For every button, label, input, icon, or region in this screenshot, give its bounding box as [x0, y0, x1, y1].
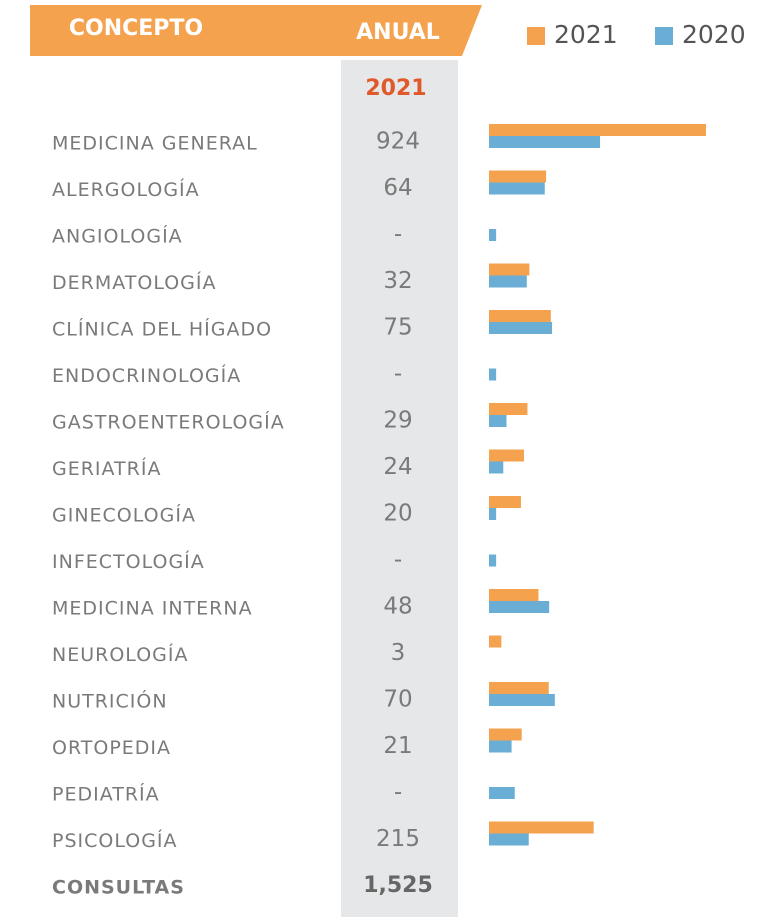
row-label: MEDICINA INTERNA — [52, 598, 253, 620]
row-value: 64 — [383, 175, 412, 201]
bar — [489, 229, 497, 241]
bar — [489, 508, 497, 520]
row-value: 24 — [383, 454, 412, 480]
row-value: 21 — [383, 733, 412, 759]
legend-swatch — [655, 27, 673, 45]
row-value: 215 — [376, 826, 420, 852]
year-column — [341, 60, 458, 917]
bar — [489, 170, 547, 183]
row-label: DERMATOLOGÍA — [52, 271, 217, 294]
bar — [489, 554, 497, 567]
bar — [489, 833, 529, 846]
row-value: - — [394, 361, 402, 387]
bar — [489, 275, 527, 288]
bar — [489, 787, 515, 799]
bar — [489, 461, 504, 474]
row-label: NUTRICIÓN — [52, 689, 168, 713]
row-label: ENDOCRINOLOGÍA — [52, 364, 241, 387]
bar — [489, 821, 594, 834]
row-label: ANGIOLOGÍA — [52, 225, 183, 248]
row-value: 3 — [391, 640, 406, 666]
bar — [489, 415, 507, 427]
bar — [489, 589, 539, 601]
row-value: - — [394, 780, 402, 806]
row-label: MEDICINA GENERAL — [52, 133, 258, 155]
bar — [489, 136, 601, 148]
row-label: ORTOPEDIA — [52, 737, 171, 759]
row-value: - — [394, 222, 402, 248]
bar — [489, 449, 524, 462]
legend-label: 2020 — [682, 20, 746, 49]
bar — [489, 740, 512, 753]
row-label: CLÍNICA DEL HÍGADO — [52, 318, 272, 341]
row-value: - — [394, 547, 402, 573]
row-label: PEDIATRÍA — [52, 783, 160, 806]
bar — [489, 182, 545, 195]
row-label: NEUROLOGÍA — [52, 643, 188, 666]
row-label: GASTROENTEROLOGÍA — [52, 411, 285, 434]
bar — [489, 635, 502, 648]
row-value: 29 — [383, 408, 412, 434]
bar — [489, 403, 528, 415]
row-value: 48 — [383, 594, 412, 620]
header-year: 2021 — [365, 76, 426, 101]
row-label: GERIATRÍA — [52, 457, 161, 480]
legend-swatch — [527, 27, 545, 45]
row-value: 924 — [376, 129, 420, 155]
total-value: 1,525 — [363, 873, 433, 898]
header-band — [30, 5, 482, 56]
row-label: GINECOLOGÍA — [52, 504, 196, 527]
row-label: ALERGOLOGÍA — [52, 178, 200, 201]
header-annual: ANUAL — [356, 20, 440, 45]
row-value: 70 — [383, 687, 412, 713]
bar — [489, 263, 530, 276]
header-concept: CONCEPTO — [69, 16, 203, 41]
bar — [489, 322, 553, 334]
bar — [489, 694, 555, 706]
row-value: 32 — [383, 268, 412, 294]
bar — [489, 496, 521, 508]
row-label: INFECTOLOGÍA — [52, 550, 205, 573]
total-label: CONSULTAS — [52, 877, 185, 899]
bar — [489, 368, 497, 381]
bar — [489, 124, 706, 136]
row-value: 75 — [383, 315, 412, 341]
bar — [489, 682, 549, 694]
bar — [489, 601, 550, 613]
legend-label: 2021 — [554, 20, 618, 49]
bar — [489, 728, 522, 741]
row-value: 20 — [383, 501, 412, 527]
bar — [489, 310, 551, 322]
row-label: PSICOLOGÍA — [52, 829, 178, 852]
